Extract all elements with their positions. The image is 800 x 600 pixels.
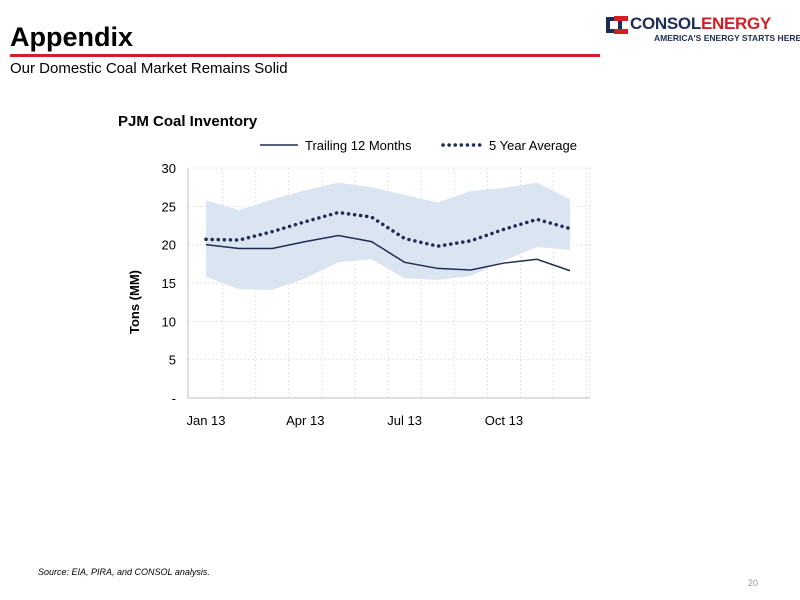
range-band xyxy=(206,182,571,290)
series-line-5-year-average xyxy=(204,210,572,248)
y-tick-label: - xyxy=(172,391,176,406)
x-tick-labels: Jan 13 Apr 13 Jul 13 Oct 13 xyxy=(186,413,523,428)
consol-energy-logo: CONSOLENERGY AMERICA'S ENERGY STARTS HER… xyxy=(606,14,800,44)
x-tick-label: Jan 13 xyxy=(186,413,225,428)
x-tick-label: Apr 13 xyxy=(286,413,324,428)
logo-name: CONSOLENERGY xyxy=(630,14,771,34)
chart-title: PJM Coal Inventory xyxy=(118,113,258,130)
page-number: 20 xyxy=(748,578,759,588)
y-tick-label: 30 xyxy=(162,161,176,176)
title-divider xyxy=(10,54,600,57)
series-line-trailing-12-months xyxy=(205,234,571,272)
logo-name-part1: CONSOL xyxy=(630,14,701,33)
consol-logo-mark-icon xyxy=(606,16,628,34)
y-tick-label: 15 xyxy=(162,276,176,291)
series-lines xyxy=(204,210,572,272)
source-note: Source: EIA, PIRA, and CONSOL analysis. xyxy=(38,567,210,577)
slide-title: Appendix xyxy=(10,22,134,52)
y-tick-label: 10 xyxy=(162,314,176,329)
y-tick-label: 20 xyxy=(162,238,176,253)
x-tick-label: Oct 13 xyxy=(485,413,523,428)
y-axis-label: Tons (MM) xyxy=(127,270,142,334)
slide-subtitle: Our Domestic Coal Market Remains Solid xyxy=(10,60,288,77)
chart-legend: Trailing 12 Months 5 Year Average xyxy=(260,138,577,153)
x-tick-label: Jul 13 xyxy=(387,413,422,428)
y-tick-label: 25 xyxy=(162,199,176,214)
legend-label-average: 5 Year Average xyxy=(489,138,577,153)
y-tick-labels: - 5 10 15 20 25 30 xyxy=(162,161,176,406)
logo-tagline: AMERICA'S ENERGY STARTS HERE. xyxy=(654,33,800,43)
y-tick-label: 5 xyxy=(169,353,176,368)
logo-name-part2: ENERGY xyxy=(700,14,771,33)
legend-label-trailing: Trailing 12 Months xyxy=(305,138,412,153)
